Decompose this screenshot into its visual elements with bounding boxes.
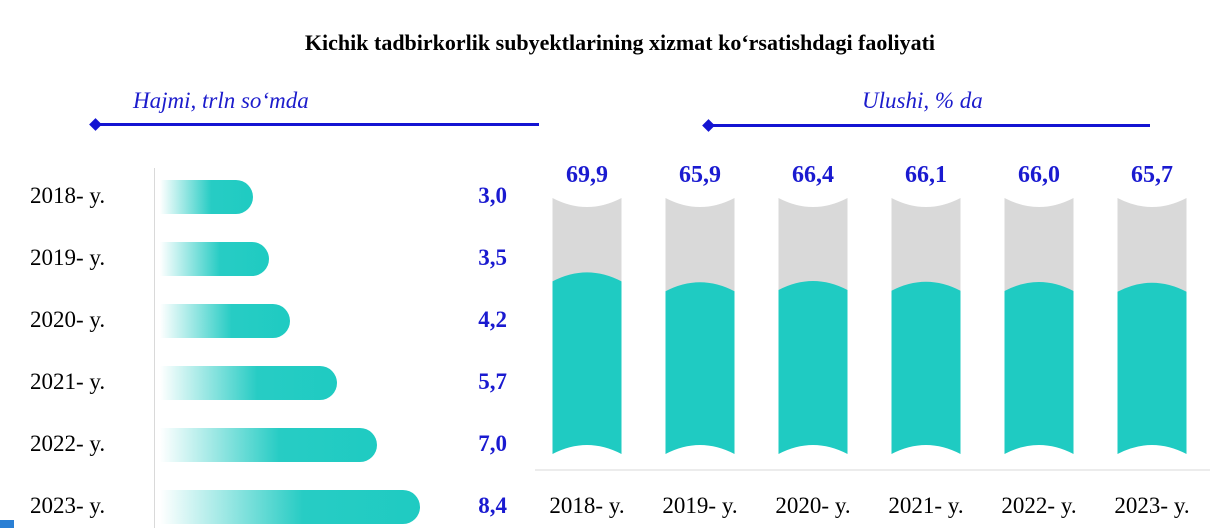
- volume-bar: [160, 428, 377, 462]
- volume-value-label: 5,7: [478, 369, 507, 394]
- share-value-label: 66,4: [792, 162, 834, 188]
- year-label: 2023- y.: [30, 493, 106, 518]
- year-label: 2018- y.: [30, 183, 106, 208]
- share-value-label: 65,9: [679, 162, 721, 188]
- volume-bar: [160, 242, 269, 276]
- share-bar: [665, 282, 735, 454]
- left-axis-rule: [89, 117, 539, 131]
- year-tick-label: 2023- y.: [1114, 493, 1189, 518]
- year-tick-label: 2019- y.: [662, 493, 737, 518]
- right-chart-axis-label: Ulushi, % da: [862, 88, 983, 113]
- year-tick-label: 2020- y.: [775, 493, 850, 518]
- volume-value-label: 7,0: [478, 431, 507, 456]
- chart-title: Kichik tadbirkorlik subyektlarining xizm…: [304, 30, 936, 55]
- year-label: 2020- y.: [30, 307, 106, 332]
- share-bar: [891, 281, 961, 454]
- year-tick-label: 2018- y.: [549, 493, 624, 518]
- left-chart-axis-label: Hajmi, trln so‘mda: [133, 88, 309, 113]
- year-label: 2021- y.: [30, 369, 106, 394]
- volume-bar: [160, 304, 290, 338]
- share-bar: [1117, 282, 1187, 454]
- year-label: 2019- y.: [30, 245, 106, 270]
- share-value-label: 66,1: [905, 162, 947, 188]
- volume-value-label: 8,4: [478, 493, 507, 518]
- share-bar: [778, 280, 848, 454]
- volume-bar: [160, 180, 253, 214]
- share-value-label: 69,9: [566, 162, 608, 188]
- year-tick-label: 2022- y.: [1001, 493, 1076, 518]
- share-bar: [1004, 281, 1074, 454]
- share-bar: [552, 272, 622, 454]
- share-value-label: 66,0: [1018, 162, 1060, 188]
- volume-value-label: 3,5: [478, 245, 507, 270]
- year-tick-label: 2021- y.: [888, 493, 963, 518]
- right-axis-rule: [702, 118, 1150, 132]
- volume-value-label: 3,0: [478, 183, 507, 208]
- volume-bar: [160, 490, 420, 524]
- left-chart-axis-line: [154, 168, 155, 528]
- share-value-label: 65,7: [1131, 162, 1173, 188]
- corner-decoration: [0, 520, 14, 528]
- volume-bar: [160, 366, 337, 400]
- volume-value-label: 4,2: [478, 307, 507, 332]
- year-label: 2022- y.: [30, 431, 106, 456]
